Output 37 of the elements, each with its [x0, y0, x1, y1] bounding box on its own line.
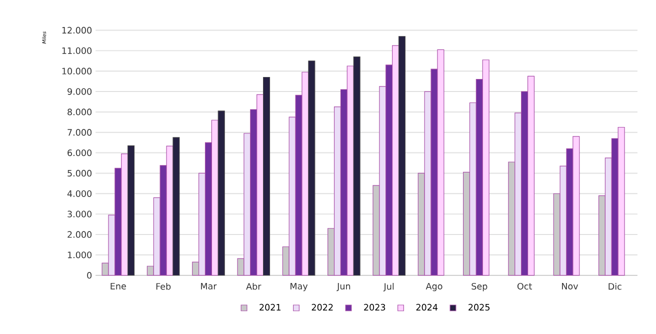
x-tick-label: Ago: [426, 282, 442, 292]
x-tick-label: Jun: [336, 282, 350, 292]
x-tick-label: May: [290, 282, 308, 292]
legend-label: 2022: [312, 304, 333, 311]
y-tick-label: 3.000: [68, 210, 92, 218]
legend-label: 2025: [468, 304, 490, 311]
y-tick-label: 4.000: [67, 190, 92, 198]
y-tick-label: 7.000: [68, 129, 92, 136]
y-tick-label: 10.000: [62, 68, 92, 74]
x-tick-label: Ene: [110, 282, 126, 290]
y-tick-label: 12.000: [62, 26, 92, 34]
bar: [398, 36, 406, 276]
bar: [353, 56, 360, 276]
bar: [128, 145, 135, 276]
bar: [263, 76, 270, 276]
legend-label: 2024: [416, 304, 438, 311]
y-tick-label: 5.000: [68, 170, 92, 177]
bar: [218, 110, 225, 276]
x-tick-label: Nov: [562, 282, 578, 290]
x-tick-label: Abr: [246, 282, 262, 290]
y-tick-label: 6.000: [68, 150, 92, 156]
x-tick-label: Mar: [201, 282, 217, 290]
x-tick-label: Feb: [156, 282, 171, 290]
y-tick-label: 2.000: [68, 231, 92, 238]
y-tick-label: 8.000: [68, 108, 92, 116]
y-tick-label: 0: [87, 272, 92, 279]
bar: [308, 60, 316, 276]
legend-label: 2023: [364, 304, 386, 311]
x-tick-label: Oct: [517, 282, 532, 290]
y-tick-label: 1.000: [68, 252, 92, 258]
x-tick-label: Jul: [383, 282, 394, 292]
bar: [172, 137, 180, 276]
legend-label: 2021: [260, 304, 281, 311]
x-tick-label: Sep: [472, 282, 488, 292]
y-tick-label: 9.000: [68, 88, 92, 95]
x-tick-label: Dic: [608, 282, 622, 290]
y-tick-label: 11.000: [62, 47, 92, 54]
